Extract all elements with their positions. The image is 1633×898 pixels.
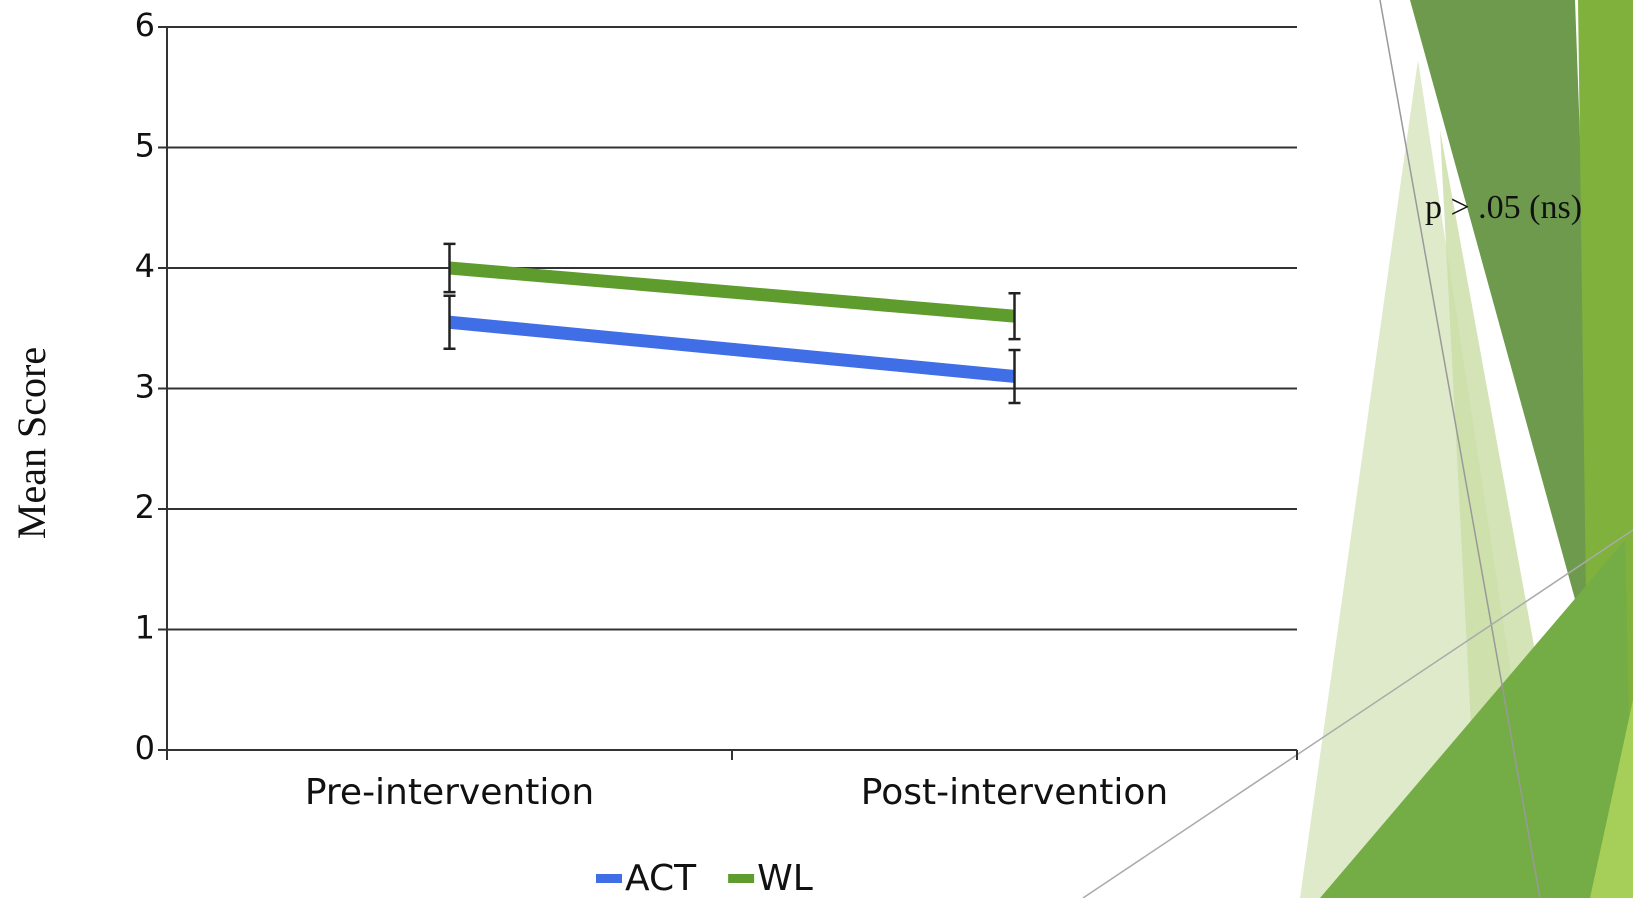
legend-swatch [596, 874, 622, 883]
y-tick-label: 3 [135, 368, 155, 406]
decoration [1083, 0, 1633, 898]
series-line [450, 322, 1015, 376]
y-tick-label: 4 [135, 247, 155, 285]
annotation: p > .05 (ns) [1425, 189, 1582, 226]
slide: Mean Score p > .05 (ns) 0 1 2 3 4 5 6 Pre-inter… [0, 0, 1633, 898]
legend-label: ACT [625, 858, 697, 898]
y-tick-label: 6 [135, 6, 155, 44]
x-tick-label: Pre-intervention [305, 772, 594, 813]
y-tick-label: 2 [135, 488, 155, 526]
plot: 0 1 2 3 4 5 6 Pre-intervention Post-intervention… [135, 6, 1297, 898]
y-tick-label: 1 [135, 609, 155, 647]
series-line [450, 268, 1015, 316]
legend-label: WL [757, 858, 813, 898]
legend-swatch [728, 874, 754, 883]
y-tick-label: 0 [135, 729, 155, 767]
y-axis-label: Mean Score [9, 347, 54, 539]
y-tick-label: 5 [135, 127, 155, 165]
x-tick-label: Post-intervention [861, 772, 1168, 813]
